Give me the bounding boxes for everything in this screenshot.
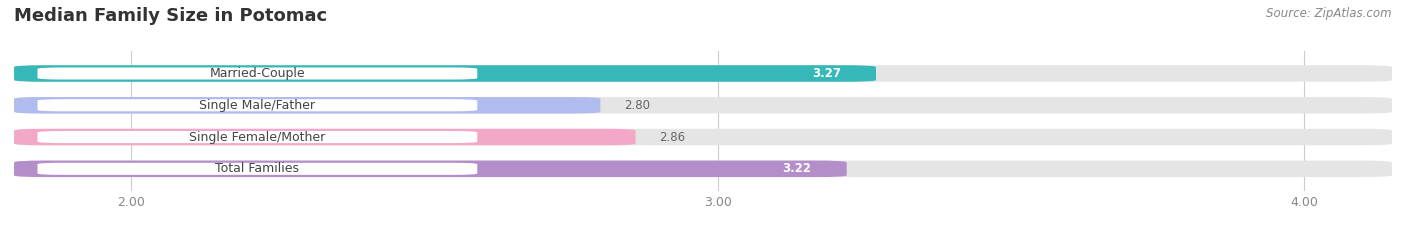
FancyBboxPatch shape (14, 65, 1392, 82)
FancyBboxPatch shape (14, 97, 600, 113)
FancyBboxPatch shape (14, 65, 876, 82)
FancyBboxPatch shape (38, 99, 477, 111)
Text: 2.80: 2.80 (624, 99, 650, 112)
Text: 2.86: 2.86 (659, 130, 685, 144)
FancyBboxPatch shape (14, 129, 636, 145)
Text: Median Family Size in Potomac: Median Family Size in Potomac (14, 7, 328, 25)
FancyBboxPatch shape (38, 68, 477, 79)
Text: Total Families: Total Families (215, 162, 299, 175)
FancyBboxPatch shape (14, 129, 1392, 145)
Text: Married-Couple: Married-Couple (209, 67, 305, 80)
FancyBboxPatch shape (38, 163, 477, 175)
Text: Source: ZipAtlas.com: Source: ZipAtlas.com (1267, 7, 1392, 20)
FancyBboxPatch shape (14, 97, 1392, 113)
FancyBboxPatch shape (14, 161, 846, 177)
FancyBboxPatch shape (14, 161, 1392, 177)
Text: 3.27: 3.27 (811, 67, 841, 80)
FancyBboxPatch shape (38, 131, 477, 143)
Text: Single Female/Mother: Single Female/Mother (190, 130, 326, 144)
Text: Single Male/Father: Single Male/Father (200, 99, 315, 112)
Text: 3.22: 3.22 (783, 162, 811, 175)
